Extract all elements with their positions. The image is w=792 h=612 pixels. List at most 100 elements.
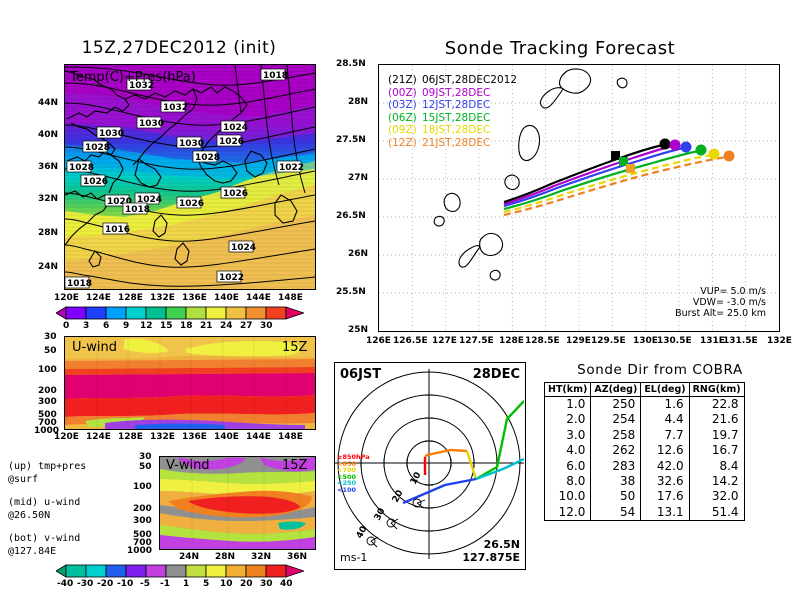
cell-el: 42.0 [640,458,690,475]
sonde-xlabel: 127.5E [459,336,494,346]
cell-el: 4.4 [640,412,690,428]
cb-tick: 15 [160,321,173,331]
hodograph-plot: 10 20 30 40 [334,362,526,570]
sonde-tracking-title: Sonde Tracking Forecast [444,38,676,59]
cell-az: 250 [590,396,642,413]
isobar-label: 1020 [104,194,132,207]
uwind-ylabel: 700 [38,418,57,428]
temperature-colorbar [56,306,304,320]
vwind-ylabel: 700 [133,538,152,548]
sonde-xlabel: 128.5E [525,336,560,346]
uwind-label: U-wind [72,340,117,355]
vwind-ylabel: 30 [139,452,152,462]
svg-text:1026: 1026 [179,199,204,209]
level-entry: <850 [337,459,357,468]
isobar-label: 1028 [82,140,110,153]
cb-tick: 27 [240,321,253,331]
sonde-xlabel: 132E [767,336,792,346]
hodograph-lon: 127.875E [462,551,520,564]
cell-ht: 4.0 [543,443,592,459]
surface-map-svg: 1018 1032 1032 1030 1030 1028 [65,65,315,289]
sonde-ylabel: 28.5N [336,59,366,69]
uwind-xlabel: 140E [214,432,239,442]
svg-text:1028: 1028 [69,163,94,173]
cb-tick: -40 [57,579,74,589]
surface-map-xlabel: 124E [86,293,111,303]
sonde-ylabel: 25N [348,325,369,335]
cell-rng: 16.7 [688,443,745,459]
table-row: 2.0 254 4.4 21.6 [543,412,745,428]
wind-colorbar [56,564,304,578]
isobar-label: 1026 [216,134,244,147]
svg-text:1024: 1024 [137,195,162,205]
uwind-ylabel: 500 [38,410,57,420]
panel-note: (mid) u-wind [8,497,81,508]
table-header-row: HT(km) AZ(deg) EL(deg) RNG(km) [543,382,745,397]
isobar-label: 1022 [276,160,304,173]
isobar-label: 1018 [65,276,92,289]
surface-map-xlabel: 140E [214,293,239,303]
svg-text:1032: 1032 [129,81,154,91]
legend-text: 06JST,28DEC2012 [422,74,518,86]
uwind-ylabel: 30 [44,332,57,342]
cell-rng: 51.4 [688,504,745,522]
vwind-ylabel: 200 [133,504,152,514]
table-row: 3.0 258 7.7 19.7 [543,427,745,444]
isobar-label: 1026 [176,196,204,209]
col-el: EL(deg) [640,382,690,397]
vwind-xlabel: 32N [251,552,272,562]
cell-ht: 10.0 [543,489,592,505]
cb-tick: 24 [220,321,233,331]
svg-text:1030: 1030 [139,119,164,129]
cb-tick: 6 [103,321,110,331]
uwind-ylabel: 200 [38,386,57,396]
sonde-ylabel: 26.5N [336,211,366,221]
isobar-label: 1032 [126,78,154,91]
sonde-tracking-panel: Sonde Tracking Forecast [330,36,792,356]
sonde-ylabel: 27N [348,173,369,183]
surface-map-xlabel: 128E [118,293,143,303]
cell-ht: 12.0 [543,504,592,522]
legend-entry: (00Z) 09JST,28DEC [388,87,517,100]
sonde-xlabel: 130E [633,336,658,346]
table-row: 6.0 283 42.0 8.4 [543,458,745,475]
sonde-ylabel: 28N [348,97,369,107]
vwind-svg [160,457,315,549]
vwind-plot [159,456,316,550]
isobar-label: 1030 [96,126,124,139]
legend-text: 18JST,28DEC [422,124,491,137]
legend-text: 21JST,28DEC [422,136,491,149]
cell-el: 7.7 [640,427,690,444]
legend-text: 09JST,28DEC [422,86,491,99]
sonde-tracking-plot [378,64,780,332]
surface-map-ylabel: 24N [38,262,59,272]
hodograph-time-label: 06JST [340,367,382,382]
svg-text:1020: 1020 [107,197,132,207]
svg-text:1018: 1018 [125,205,150,215]
panel-note: @127.84E [8,546,57,557]
surface-map-ylabel: 40N [38,130,59,140]
surface-map-plot: 1018 1032 1032 1030 1030 1028 [64,64,316,290]
cell-az: 262 [590,443,642,459]
uwind-xlabel: 128E [118,432,143,442]
cell-az: 38 [590,474,642,490]
cb-tick: -30 [77,579,94,589]
isobar-label: 1018 [260,68,288,81]
legend-code: (06Z) [388,111,417,124]
cell-el: 32.6 [640,474,690,490]
surface-map-xlabel: 144E [246,293,271,303]
isobar-label: 1030 [136,116,164,129]
uwind-ylabel: 1000 [34,426,60,436]
param-vup: VUP= 5.0 m/s [700,286,766,297]
cell-rng: 8.4 [688,458,745,475]
svg-text:30: 30 [373,507,388,523]
isobar-label: 1028 [192,150,220,163]
sonde-xlabel: 129.5E [591,336,626,346]
surface-map-ylabel: 44N [38,98,59,108]
level-entry: ≥850hPa [337,453,370,461]
cell-rng: 19.7 [688,427,745,444]
cb-tick: 3 [83,321,90,331]
surface-map-ylabel: 28N [38,228,59,238]
col-ht: HT(km) [543,382,592,397]
panel-note: @26.50N [8,510,51,521]
